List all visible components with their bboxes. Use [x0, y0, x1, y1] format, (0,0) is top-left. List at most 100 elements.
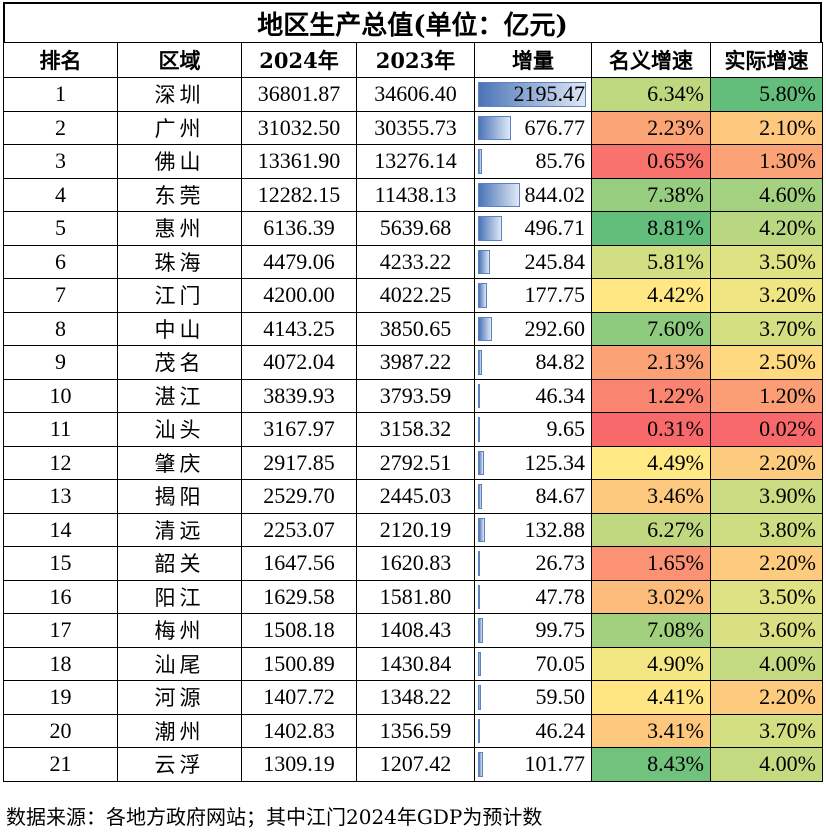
gdp-2023-cell: 11438.13 — [356, 177, 475, 212]
nominal-growth-cell: 6.27% — [591, 512, 711, 547]
gdp-2023-cell: 2120.19 — [356, 512, 475, 547]
nominal-growth-cell: 4.42% — [591, 278, 711, 313]
rank-cell: 13 — [3, 479, 118, 514]
gdp-2023-cell: 30355.73 — [356, 110, 475, 145]
increase-bar — [478, 651, 481, 676]
source-footnote: 数据来源：各地方政府网站；其中江门2024年GDP为预计数 — [6, 804, 543, 829]
rank-cell: 4 — [3, 177, 118, 212]
table-row: 7 江门 4200.00 4022.25 177.75 4.42% 3.20% — [3, 278, 823, 313]
increase-bar — [478, 484, 482, 509]
rank-cell: 8 — [3, 311, 118, 346]
rank-cell: 15 — [3, 546, 118, 581]
rank-cell: 10 — [3, 378, 118, 413]
nominal-growth-cell: 4.41% — [591, 680, 711, 715]
increase-bar — [478, 417, 480, 442]
gdp-2023-cell: 1207.42 — [356, 747, 475, 782]
nominal-growth-cell: 2.13% — [591, 345, 711, 380]
real-growth-cell: 5.80% — [710, 77, 823, 112]
table-body: 1 深圳 36801.87 34606.40 2195.47 6.34% 5.80% 2 广州 3… — [3, 77, 823, 782]
region-cell: 中山 — [117, 311, 242, 346]
gdp-2024-cell: 1508.18 — [241, 613, 357, 648]
region-cell: 珠海 — [117, 244, 242, 279]
increase-cell: 46.24 — [474, 713, 592, 748]
gdp-2024-cell: 31032.50 — [241, 110, 357, 145]
region-cell: 湛江 — [117, 378, 242, 413]
increase-value: 245.84 — [524, 248, 586, 274]
increase-bar — [478, 752, 483, 777]
table-row: 2 广州 31032.50 30355.73 676.77 2.23% 2.10% — [3, 110, 823, 145]
increase-value: 132.88 — [524, 516, 586, 542]
real-growth-cell: 3.50% — [710, 244, 823, 279]
increase-value: 125.34 — [524, 449, 586, 475]
increase-bar — [478, 618, 483, 643]
rank-cell: 2 — [3, 110, 118, 145]
gdp-2024-cell: 1647.56 — [241, 546, 357, 581]
real-growth-cell: 3.60% — [710, 613, 823, 648]
increase-value: 70.05 — [535, 650, 586, 676]
region-cell: 深圳 — [117, 77, 242, 112]
increase-cell: 177.75 — [474, 278, 592, 313]
real-growth-cell: 2.10% — [710, 110, 823, 145]
table-row: 8 中山 4143.25 3850.65 292.60 7.60% 3.70% — [3, 311, 823, 346]
gdp-2023-cell: 4022.25 — [356, 278, 475, 313]
increase-cell: 85.76 — [474, 144, 592, 179]
header-2024: 2024年 — [241, 42, 357, 78]
increase-bar — [478, 82, 586, 107]
increase-value: 844.02 — [524, 181, 586, 207]
region-cell: 云浮 — [117, 747, 242, 782]
nominal-growth-cell: 3.46% — [591, 479, 711, 514]
nominal-growth-cell: 3.41% — [591, 713, 711, 748]
rank-cell: 6 — [3, 244, 118, 279]
increase-bar — [478, 149, 482, 174]
table-row: 3 佛山 13361.90 13276.14 85.76 0.65% 1.30% — [3, 144, 823, 179]
increase-value: 292.60 — [524, 315, 586, 341]
increase-cell: 101.77 — [474, 747, 592, 782]
increase-value: 101.77 — [524, 751, 586, 777]
gdp-2023-cell: 4233.22 — [356, 244, 475, 279]
real-growth-cell: 4.00% — [710, 747, 823, 782]
increase-cell: 125.34 — [474, 445, 592, 480]
region-cell: 清远 — [117, 512, 242, 547]
gdp-2023-cell: 2445.03 — [356, 479, 475, 514]
region-cell: 潮州 — [117, 713, 242, 748]
increase-value: 9.65 — [546, 416, 586, 442]
table-row: 9 茂名 4072.04 3987.22 84.82 2.13% 2.50% — [3, 345, 823, 380]
gdp-2023-cell: 1348.22 — [356, 680, 475, 715]
table-row: 15 韶关 1647.56 1620.83 26.73 1.65% 2.20% — [3, 546, 823, 581]
table-row: 12 肇庆 2917.85 2792.51 125.34 4.49% 2.20% — [3, 445, 823, 480]
rank-cell: 7 — [3, 278, 118, 313]
increase-cell: 70.05 — [474, 646, 592, 681]
rank-cell: 17 — [3, 613, 118, 648]
rank-cell: 16 — [3, 579, 118, 614]
table-title: 地区生产总值(单位：亿元) — [3, 2, 822, 42]
region-cell: 茂名 — [117, 345, 242, 380]
gdp-2023-cell: 1581.80 — [356, 579, 475, 614]
increase-value: 59.50 — [535, 684, 586, 710]
region-cell: 韶关 — [117, 546, 242, 581]
header-2023: 2023年 — [356, 42, 475, 78]
header-row: 排名 区域 2024年 2023年 增量 名义增速 实际增速 — [3, 42, 823, 78]
rank-cell: 14 — [3, 512, 118, 547]
table-row: 13 揭阳 2529.70 2445.03 84.67 3.46% 3.90% — [3, 479, 823, 514]
gdp-2023-cell: 5639.68 — [356, 211, 475, 246]
gdp-2024-cell: 1407.72 — [241, 680, 357, 715]
increase-bar — [478, 283, 487, 308]
gdp-2023-cell: 1356.59 — [356, 713, 475, 748]
header-real-growth: 实际增速 — [710, 42, 823, 78]
region-cell: 揭阳 — [117, 479, 242, 514]
real-growth-cell: 1.20% — [710, 378, 823, 413]
real-growth-cell: 2.20% — [710, 546, 823, 581]
nominal-growth-cell: 4.90% — [591, 646, 711, 681]
increase-value: 46.24 — [535, 717, 586, 743]
gdp-2024-cell: 4479.06 — [241, 244, 357, 279]
real-growth-cell: 2.20% — [710, 680, 823, 715]
gdp-2024-cell: 3167.97 — [241, 412, 357, 447]
increase-bar — [478, 350, 482, 375]
increase-bar — [478, 115, 511, 140]
region-cell: 惠州 — [117, 211, 242, 246]
header-rank: 排名 — [3, 42, 118, 78]
real-growth-cell: 3.80% — [710, 512, 823, 547]
region-cell: 广州 — [117, 110, 242, 145]
increase-bar — [478, 718, 480, 743]
